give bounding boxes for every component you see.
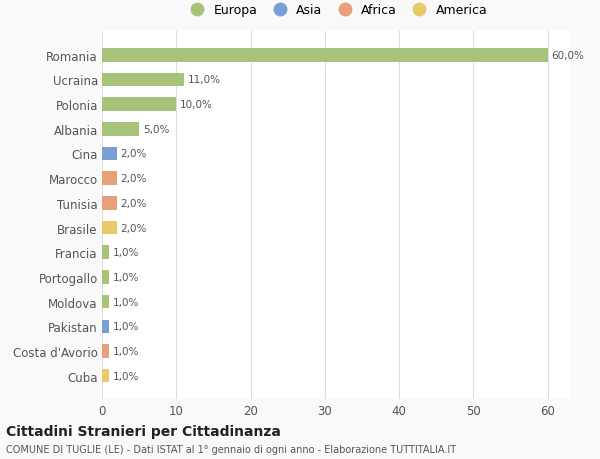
Bar [102, 123, 139, 136]
Text: 5,0%: 5,0% [143, 124, 169, 134]
Bar [102, 344, 109, 358]
Text: Cittadini Stranieri per Cittadinanza: Cittadini Stranieri per Cittadinanza [6, 425, 281, 438]
Text: COMUNE DI TUGLIE (LE) - Dati ISTAT al 1° gennaio di ogni anno - Elaborazione TUT: COMUNE DI TUGLIE (LE) - Dati ISTAT al 1°… [6, 444, 456, 454]
Bar [102, 98, 176, 112]
Bar [102, 246, 109, 259]
Text: 2,0%: 2,0% [121, 149, 147, 159]
Text: 1,0%: 1,0% [113, 346, 140, 356]
Bar [102, 320, 109, 333]
Text: 1,0%: 1,0% [113, 371, 140, 381]
Text: 1,0%: 1,0% [113, 297, 140, 307]
Text: 2,0%: 2,0% [121, 174, 147, 184]
Legend: Europa, Asia, Africa, America: Europa, Asia, Africa, America [179, 0, 493, 22]
Text: 60,0%: 60,0% [551, 50, 584, 61]
Bar [102, 270, 109, 284]
Text: 2,0%: 2,0% [121, 223, 147, 233]
Bar [102, 73, 184, 87]
Bar [102, 49, 548, 62]
Bar [102, 147, 117, 161]
Bar [102, 172, 117, 185]
Bar [102, 295, 109, 309]
Bar [102, 196, 117, 210]
Text: 10,0%: 10,0% [180, 100, 213, 110]
Text: 1,0%: 1,0% [113, 322, 140, 331]
Bar [102, 369, 109, 383]
Bar [102, 221, 117, 235]
Text: 11,0%: 11,0% [187, 75, 220, 85]
Text: 2,0%: 2,0% [121, 198, 147, 208]
Text: 1,0%: 1,0% [113, 272, 140, 282]
Text: 1,0%: 1,0% [113, 248, 140, 257]
